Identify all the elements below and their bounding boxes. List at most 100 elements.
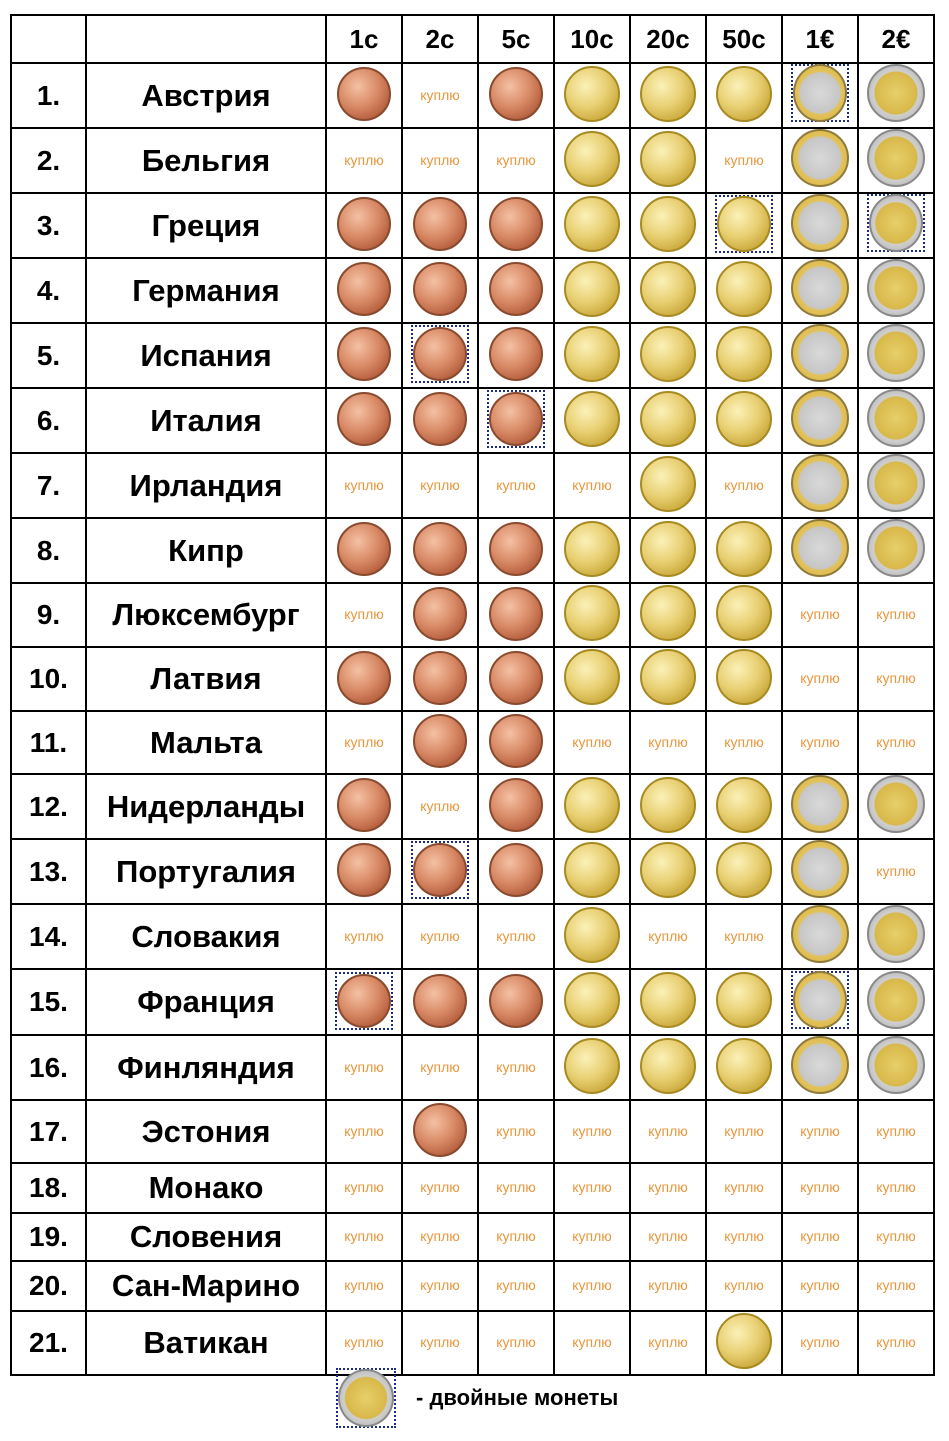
gold-coin-icon (564, 906, 620, 963)
cell-2c (401, 517, 479, 584)
cell-20c (629, 517, 707, 584)
table-row: 10. Латвия куплю куплю (10, 646, 935, 712)
coin-slot (639, 776, 697, 834)
coin-slot (715, 584, 773, 642)
table-row: 5. Испания (10, 322, 935, 389)
cell-2eur (857, 1034, 935, 1101)
cell-5c (477, 257, 555, 324)
copper-coin-icon (337, 778, 391, 832)
copper-coin-icon (413, 327, 467, 381)
gold-coin-icon (640, 455, 696, 512)
country-name: Нидерланды (85, 773, 327, 840)
cell-2eur (857, 968, 935, 1036)
cell-1c (325, 646, 403, 712)
coin-slot (639, 584, 697, 642)
country-name: Франция (85, 968, 327, 1036)
buy-label: куплю (496, 1334, 536, 1350)
buy-label: куплю (648, 1334, 688, 1350)
coin-slot (563, 520, 621, 578)
coin-slot (715, 971, 773, 1029)
cell-1eur: куплю (781, 1212, 859, 1262)
header-1eur: 1€ (781, 14, 859, 64)
gold-coin-icon (717, 195, 771, 252)
coin-slot (411, 390, 469, 448)
copper-coin-icon (489, 843, 543, 897)
buy-label: куплю (344, 1179, 384, 1195)
cell-1c (325, 773, 403, 840)
coin-slot (563, 65, 621, 123)
coin-slot (335, 841, 393, 899)
buy-label: куплю (876, 862, 916, 879)
coin-slot (335, 195, 393, 253)
row-number: 14. (10, 903, 87, 970)
gold-coin-icon (564, 325, 620, 382)
cell-50c (705, 838, 783, 905)
two-euro-coin-icon (867, 905, 925, 963)
header-blank-country (85, 14, 327, 64)
coin-slot (639, 325, 697, 383)
gold-coin-icon (640, 65, 696, 122)
coin-slot (715, 1312, 773, 1370)
coin-slot (867, 519, 925, 577)
table-row: 9. Люксембург куплю куплю куплю (10, 582, 935, 648)
cell-2eur (857, 517, 935, 584)
cell-2c: куплю (401, 127, 479, 194)
cell-1c (325, 968, 403, 1036)
double-coin-marker (487, 390, 545, 448)
cell-20c (629, 322, 707, 389)
cell-1c (325, 838, 403, 905)
cell-50c (705, 1034, 783, 1101)
row-number: 4. (10, 257, 87, 324)
gold-coin-icon (640, 390, 696, 447)
cell-1eur: куплю (781, 1260, 859, 1312)
legend: - двойные монеты (336, 1368, 618, 1428)
coin-slot (715, 325, 773, 383)
buy-label: куплю (572, 1277, 612, 1293)
cell-1eur (781, 257, 859, 324)
buy-label: куплю (420, 476, 460, 493)
cell-5c (477, 192, 555, 259)
copper-coin-icon (489, 67, 543, 121)
cell-20c (629, 62, 707, 129)
table-row: 16. Финляндия куплю куплю куплю (10, 1034, 935, 1101)
gold-coin-icon (640, 520, 696, 577)
buy-label: куплю (344, 1277, 384, 1293)
cell-10c: куплю (553, 1099, 631, 1164)
cell-5c (477, 710, 555, 775)
cell-1eur (781, 773, 859, 840)
cell-2eur (857, 903, 935, 970)
copper-coin-icon (413, 973, 467, 1028)
gold-coin-icon (640, 130, 696, 187)
cell-50c (705, 773, 783, 840)
cell-20c (629, 257, 707, 324)
coin-slot (563, 841, 621, 899)
one-euro-coin-icon (791, 259, 849, 317)
double-coin-marker (867, 194, 925, 252)
copper-coin-icon (489, 327, 543, 381)
buy-label: куплю (344, 1228, 384, 1244)
gold-coin-icon (716, 841, 772, 898)
buy-label: куплю (344, 1058, 384, 1075)
coin-slot (791, 324, 849, 382)
cell-10c: куплю (553, 1162, 631, 1214)
coin-slot (563, 906, 621, 964)
row-number: 12. (10, 773, 87, 840)
table-row: 19. Словения куплю куплю куплю куплю куплю купл… (10, 1212, 935, 1262)
coin-slot (487, 520, 545, 578)
coin-slot (335, 776, 393, 834)
buy-label: куплю (648, 1277, 688, 1293)
buy-label: куплю (496, 476, 536, 493)
row-number: 18. (10, 1162, 87, 1214)
cell-5c: куплю (477, 1034, 555, 1101)
cell-2eur (857, 257, 935, 324)
cell-10c: куплю (553, 1260, 631, 1312)
cell-2eur: куплю (857, 710, 935, 775)
cell-2c: куплю (401, 452, 479, 519)
buy-label: куплю (800, 1179, 840, 1195)
cell-2c (401, 257, 479, 324)
two-euro-coin-icon (869, 194, 923, 252)
buy-label: куплю (496, 1277, 536, 1293)
two-euro-coin-icon (867, 775, 925, 833)
cell-50c: куплю (705, 903, 783, 970)
coin-slot (563, 971, 621, 1029)
